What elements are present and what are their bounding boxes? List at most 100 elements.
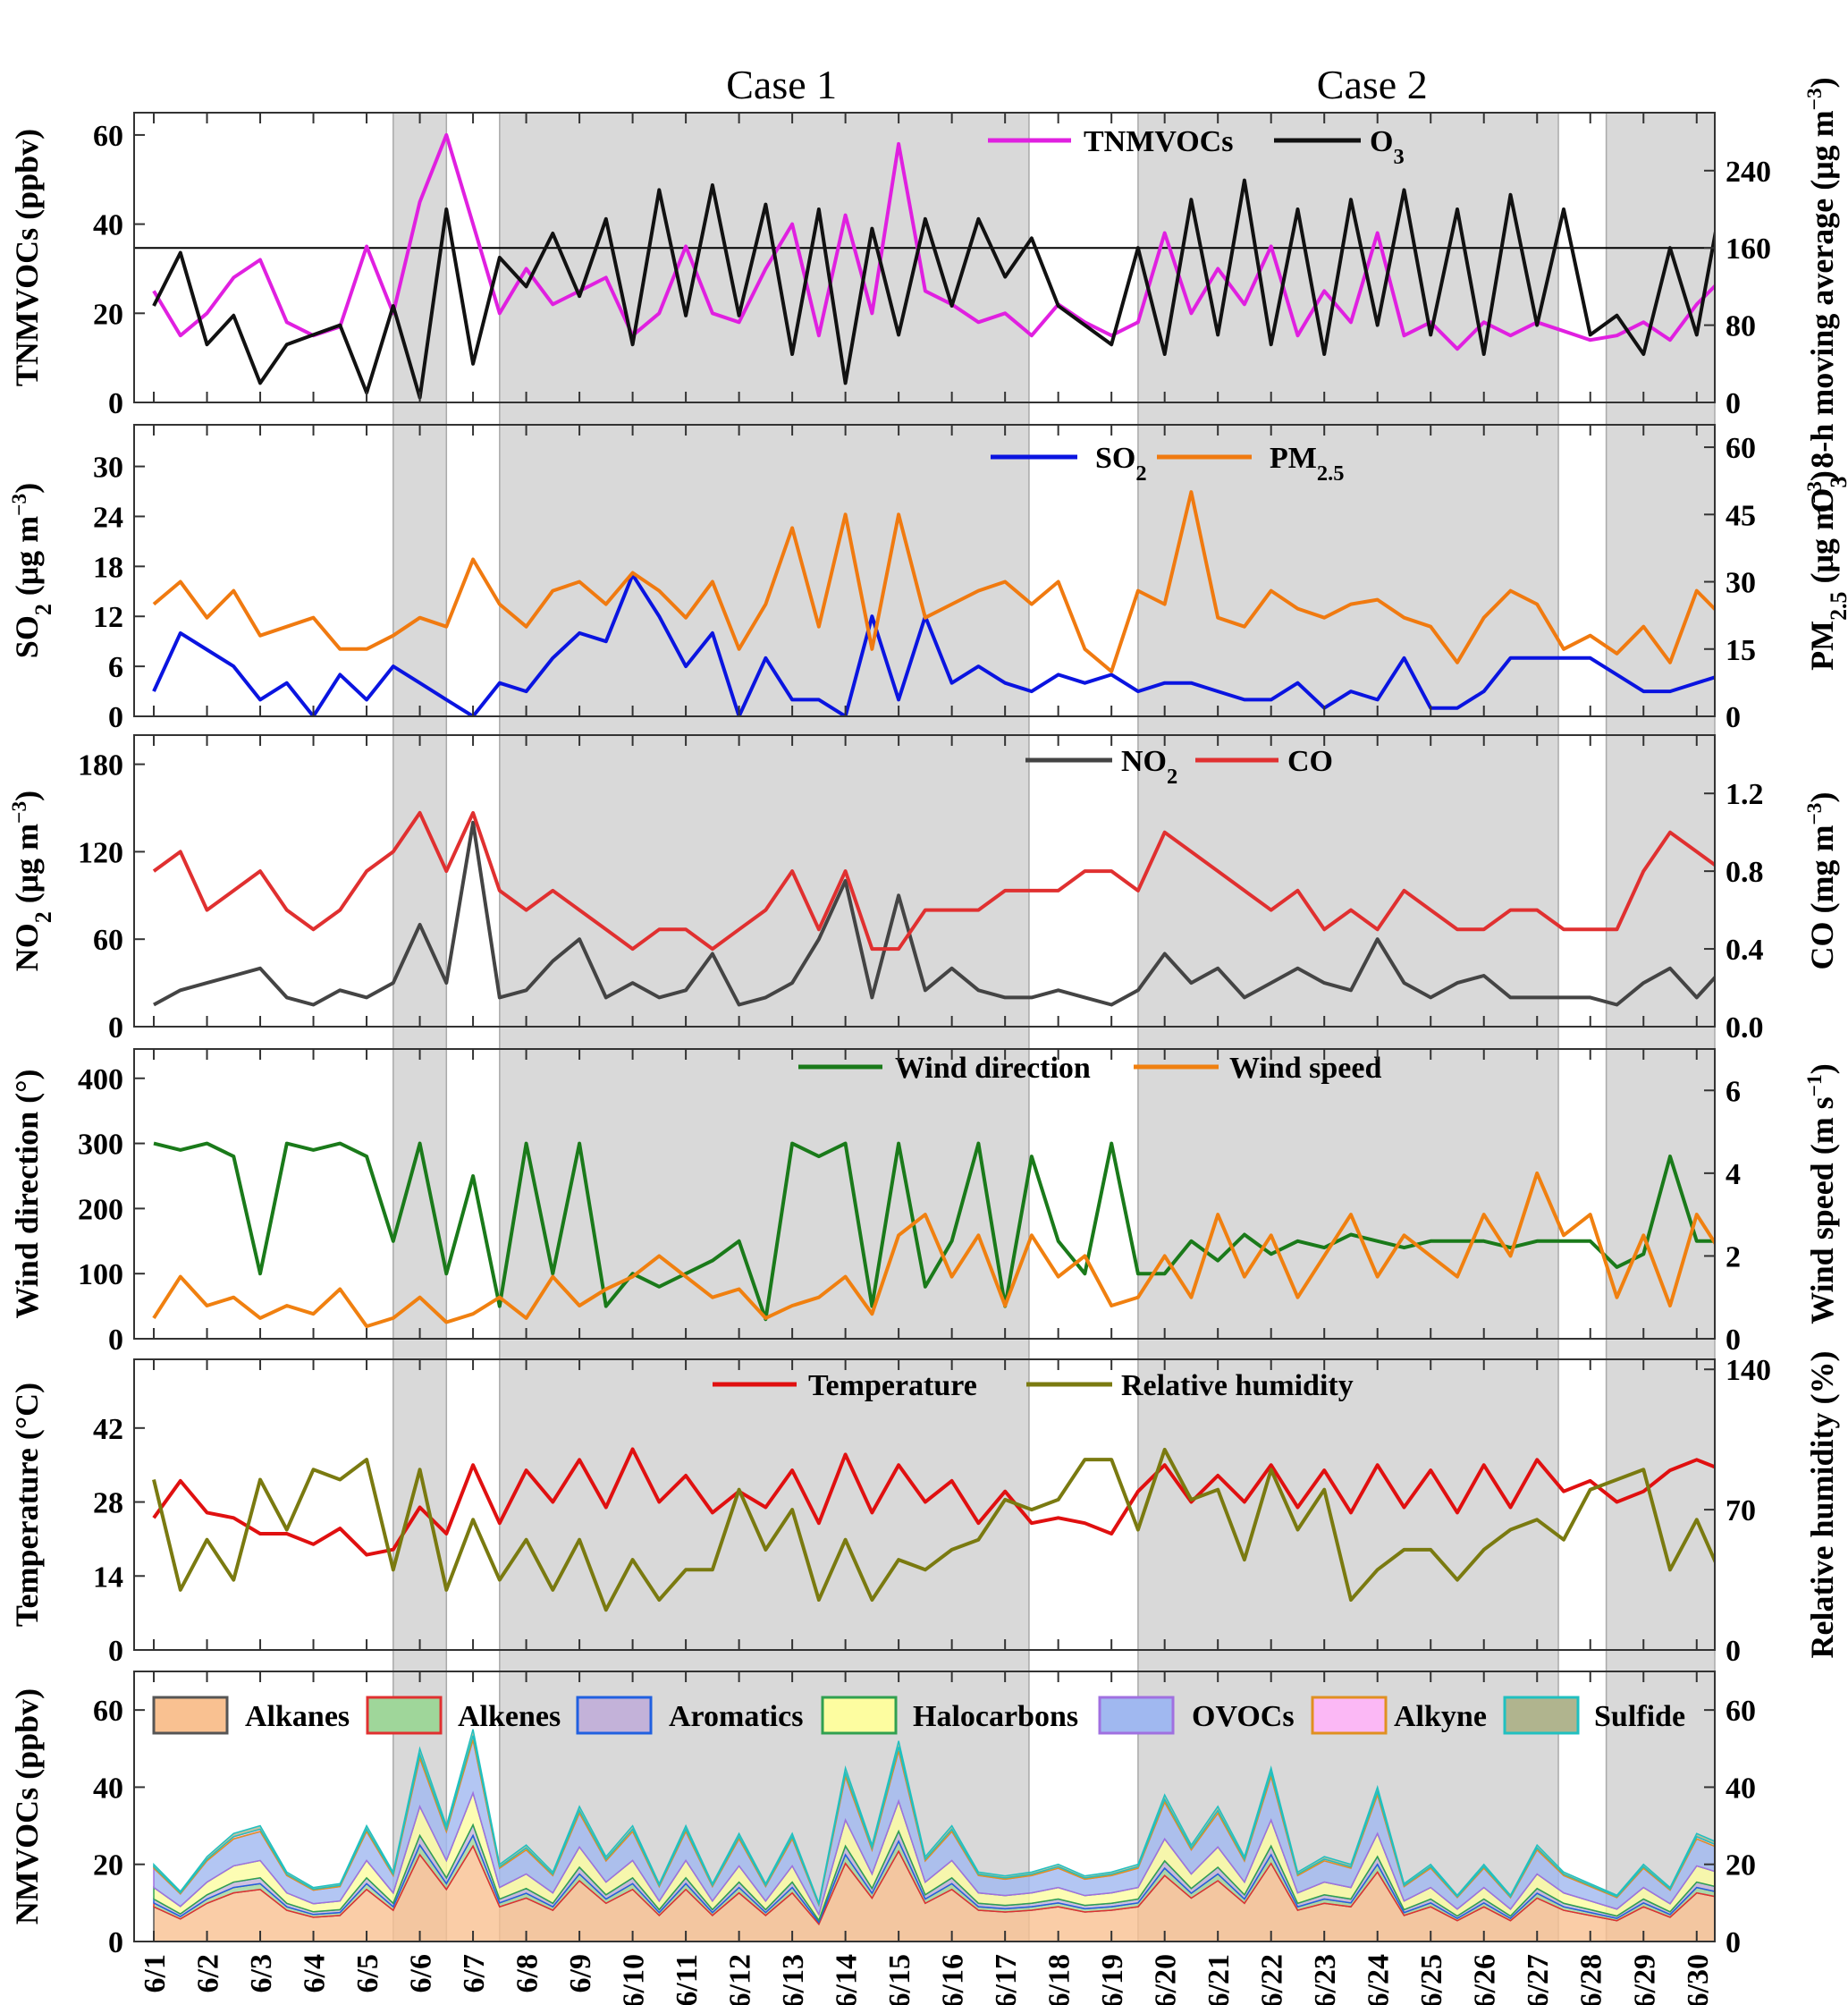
panel-6: Alkanes Alkenes Aromatics Halocarbons OVOCs A… bbox=[9, 1671, 1756, 1959]
left-axis-label-part: NMVOCs (ppbv) bbox=[9, 1688, 45, 1925]
left-axis-label-part: ) bbox=[9, 483, 45, 494]
legend-label-alkanes: Alkanes bbox=[245, 1700, 350, 1733]
area-sulfide bbox=[153, 1729, 1715, 1907]
left-axis-label-part: −3 bbox=[8, 494, 31, 516]
right-axis-label-part: ) bbox=[1804, 77, 1840, 88]
right-axis-label-part: 3 bbox=[1826, 477, 1848, 488]
legend-label: Temperature bbox=[808, 1369, 977, 1402]
panel-frame bbox=[133, 424, 1716, 717]
right-tick-label: 0 bbox=[1726, 1926, 1741, 1959]
x-tick-label: 6/19 bbox=[1096, 1954, 1129, 2005]
right-axis-label-part: (μg m bbox=[1804, 503, 1840, 591]
x-tick-label: 6/26 bbox=[1469, 1954, 1502, 2005]
legend-swatch-halocarbons bbox=[821, 1696, 898, 1735]
right-axis-label: Relative humidity (%) bbox=[1804, 1351, 1840, 1659]
left-axis-label: TNMVOCs (ppbv) bbox=[9, 129, 45, 386]
x-tick-label: 6/3 bbox=[245, 1954, 278, 1992]
legend-label-part: 2 bbox=[1135, 461, 1146, 486]
left-tick-label: 20 bbox=[93, 298, 123, 331]
right-tick-label: 0.0 bbox=[1726, 1011, 1764, 1045]
x-tick-label: 6/7 bbox=[458, 1954, 491, 1992]
legend-label-part: Wind direction bbox=[895, 1052, 1091, 1085]
series-line-3-0 bbox=[153, 1141, 1715, 1322]
left-axis-label-part: TNMVOCs (ppbv) bbox=[9, 129, 45, 386]
x-tick-label: 6/23 bbox=[1309, 1954, 1342, 2005]
panel-frame bbox=[133, 734, 1716, 1028]
right-tick-label: 140 bbox=[1726, 1354, 1771, 1387]
right-tick-label: 0 bbox=[1726, 1324, 1741, 1357]
x-tick-label: 6/11 bbox=[671, 1954, 704, 2005]
left-tick-label: 60 bbox=[93, 1695, 123, 1728]
right-tick-label: 240 bbox=[1726, 156, 1771, 189]
right-tick-label: 6 bbox=[1726, 1075, 1741, 1108]
left-tick-label: 0 bbox=[108, 1635, 123, 1668]
x-tick-label: 6/9 bbox=[564, 1954, 597, 1992]
panel-frame bbox=[133, 1048, 1716, 1340]
legend-label-part: PM bbox=[1270, 442, 1317, 475]
left-tick-label: 20 bbox=[93, 1849, 123, 1882]
right-tick-label: 45 bbox=[1726, 499, 1756, 532]
legend-label-part: 2 bbox=[1167, 765, 1177, 789]
case-label-1: Case 1 bbox=[726, 62, 837, 107]
x-tick-label: 6/30 bbox=[1682, 1954, 1715, 2005]
legend-label-part: Relative humidity bbox=[1121, 1369, 1354, 1402]
panel-4: Wind direction Wind speed 0 100 200 300 400 0 2 4… bbox=[9, 1048, 1840, 1357]
left-axis-label-part: −3 bbox=[8, 801, 31, 824]
legend-label-sulfide: Sulfide bbox=[1594, 1700, 1685, 1733]
x-tick-label: 6/16 bbox=[937, 1954, 970, 2005]
left-axis-label-part: Temperature (°C) bbox=[9, 1383, 45, 1627]
left-tick-label: 12 bbox=[93, 601, 123, 634]
left-tick-label: 14 bbox=[93, 1561, 123, 1594]
series-line-0-0 bbox=[152, 132, 1715, 351]
left-axis-label-part: SO bbox=[9, 615, 45, 658]
legend-label: SO2 bbox=[1095, 442, 1147, 486]
right-tick-label: 0 bbox=[1726, 701, 1741, 734]
right-axis-label-part: Relative humidity (%) bbox=[1804, 1351, 1840, 1659]
legend-label-part: Wind speed bbox=[1229, 1052, 1381, 1085]
x-tick-label: 6/17 bbox=[990, 1954, 1023, 2005]
case-label-2: Case 2 bbox=[1317, 62, 1428, 107]
right-tick-label: 4 bbox=[1726, 1158, 1741, 1191]
right-tick-label: 80 bbox=[1726, 310, 1756, 343]
right-axis-label-part: PM bbox=[1804, 621, 1840, 671]
left-tick-label: 18 bbox=[93, 551, 123, 584]
x-tick-label: 6/6 bbox=[405, 1954, 438, 1992]
left-axis-label-part: 2 bbox=[30, 911, 56, 923]
legend-swatch-aromatics bbox=[576, 1696, 653, 1735]
left-tick-label: 0 bbox=[108, 387, 123, 420]
legend-swatch-ovocs bbox=[1098, 1696, 1175, 1735]
legend-label-alkyne: Alkyne bbox=[1394, 1700, 1487, 1733]
right-tick-label: 0.8 bbox=[1726, 856, 1764, 889]
x-tick-label: 6/2 bbox=[192, 1954, 225, 1992]
legend-label: Wind direction bbox=[895, 1052, 1091, 1085]
legend-label-part: 3 bbox=[1393, 145, 1404, 169]
left-axis-label: Temperature (°C) bbox=[9, 1383, 45, 1627]
left-tick-label: 400 bbox=[78, 1063, 123, 1096]
right-axis-label-part: ) bbox=[1804, 470, 1840, 481]
right-axis-label: PM2.5 (μg m−3) bbox=[1803, 470, 1848, 671]
right-axis-label-part: −3 bbox=[1803, 803, 1827, 825]
left-tick-label: 300 bbox=[78, 1129, 123, 1162]
series-line-1-1 bbox=[152, 490, 1715, 673]
right-tick-label: 2 bbox=[1726, 1240, 1741, 1273]
left-axis-label: SO2 (μg m−3) bbox=[8, 483, 56, 658]
x-tick-label: 6/4 bbox=[299, 1954, 332, 1992]
left-tick-label: 0 bbox=[108, 701, 123, 734]
x-tick-label: 6/25 bbox=[1415, 1954, 1448, 2005]
right-axis-label: O3 8-h moving average (μg m−3) bbox=[1803, 77, 1848, 512]
x-tick-label: 6/1 bbox=[139, 1954, 172, 1992]
legend-label-part: Temperature bbox=[808, 1369, 977, 1402]
series-line-4-1 bbox=[152, 1447, 1715, 1612]
x-tick-label: 6/24 bbox=[1363, 1954, 1396, 2005]
left-tick-label: 0 bbox=[108, 1324, 123, 1357]
left-tick-label: 0 bbox=[108, 1011, 123, 1045]
legend-label: TNMVOCs bbox=[1084, 125, 1233, 158]
legend-label-ovocs: OVOCs bbox=[1192, 1700, 1295, 1733]
left-axis-label-part: 2 bbox=[30, 604, 56, 615]
legend-label-part: TNMVOCs bbox=[1084, 125, 1233, 158]
right-axis-label-part: Wind speed (m s bbox=[1804, 1096, 1840, 1324]
legend-label-part: NO bbox=[1121, 745, 1167, 778]
left-tick-label: 42 bbox=[93, 1413, 123, 1446]
legend-label-part: CO bbox=[1287, 745, 1333, 778]
